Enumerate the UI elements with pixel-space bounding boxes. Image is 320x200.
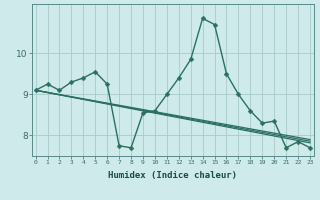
X-axis label: Humidex (Indice chaleur): Humidex (Indice chaleur) bbox=[108, 171, 237, 180]
